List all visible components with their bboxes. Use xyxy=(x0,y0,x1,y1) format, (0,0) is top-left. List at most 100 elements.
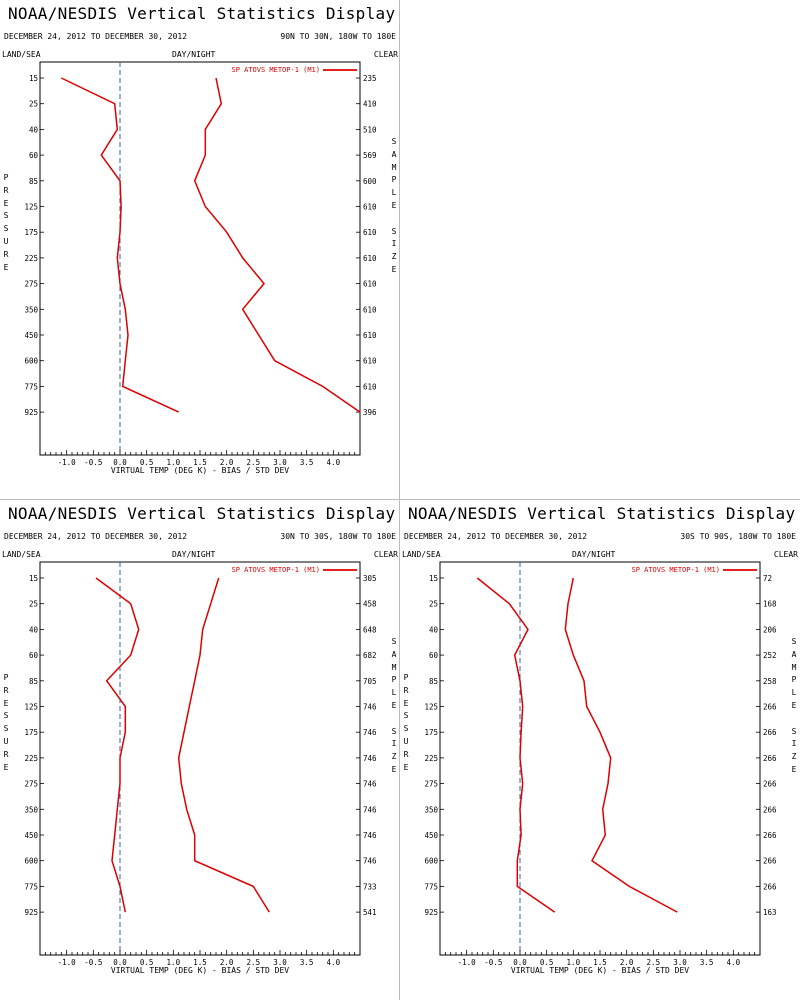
y-tick-label: 175 xyxy=(424,728,438,737)
x-tick-label: 3.5 xyxy=(700,958,714,967)
y-tick-label: 15 xyxy=(429,574,438,583)
sample-size-label: 266 xyxy=(763,805,777,814)
x-tick-label: -0.5 xyxy=(84,958,102,967)
x-tick-label: 4.0 xyxy=(327,458,341,467)
sample-size-label: 746 xyxy=(363,857,377,866)
sample-size-label: 258 xyxy=(763,677,777,686)
sample-size-label: 648 xyxy=(363,625,377,634)
sample-size-label: 410 xyxy=(363,100,377,109)
y-axis-label-pressure: P R E S S U R E xyxy=(3,173,9,272)
day-night-label: DAY/NIGHT xyxy=(172,50,216,59)
chart-svg: -1.0 -0.5 0.0 0.5 1.0 1.5 2.0 2.5 3.0 3.5 4.0 VIRTU… xyxy=(24,61,377,475)
x-tick-label: 0.5 xyxy=(140,958,154,967)
region-label: 90N TO 30N, 180W TO 180E xyxy=(280,32,396,41)
sample-size-label: 168 xyxy=(763,600,777,609)
y-tick-label: 60 xyxy=(29,151,39,160)
panel-title: NOAA/NESDIS Vertical Statistics Display xyxy=(408,504,796,523)
sample-size-label: 610 xyxy=(363,382,377,391)
sample-size-label: 746 xyxy=(363,805,377,814)
x-tick-label: 1.5 xyxy=(593,958,607,967)
y-tick-label: 85 xyxy=(29,677,38,686)
y-tick-label: 175 xyxy=(24,728,38,737)
y-tick-label: 225 xyxy=(424,754,438,763)
sample-size-label: 541 xyxy=(363,908,377,917)
series-line-std-dev xyxy=(177,577,270,913)
x-tick-label: 0.0 xyxy=(513,958,527,967)
chart-svg: -1.0 -0.5 0.0 0.5 1.0 1.5 2.0 2.5 3.0 3.5 4.0 VIRTU… xyxy=(24,561,377,975)
sample-size-label: 746 xyxy=(363,754,377,763)
x-tick-label: 0.0 xyxy=(113,458,127,467)
y-tick-label: 600 xyxy=(24,357,38,366)
y-tick-label: 925 xyxy=(24,908,38,917)
sample-size-label: 266 xyxy=(763,754,777,763)
y-tick-label: 350 xyxy=(424,805,438,814)
x-tick-label: 1.0 xyxy=(167,958,181,967)
y-tick-label: 775 xyxy=(24,882,38,891)
sample-size-label: 705 xyxy=(363,677,377,686)
legend-label: SP ATOVS METOP-1 (M1) xyxy=(631,566,720,574)
land-sea-label: LAND/SEA xyxy=(2,550,41,559)
sample-size-label: 266 xyxy=(763,857,777,866)
clear-label: CLEAR xyxy=(373,50,398,59)
sample-size-label: 610 xyxy=(363,203,377,212)
y-tick-label: 275 xyxy=(424,780,438,789)
x-tick-label: 3.0 xyxy=(273,458,287,467)
y-tick-label: 85 xyxy=(429,677,438,686)
sample-size-label: 569 xyxy=(363,151,377,160)
y-tick-label: 85 xyxy=(29,177,38,186)
plot-frame xyxy=(439,561,761,956)
sample-size-label: 266 xyxy=(763,780,777,789)
y-tick-label: 60 xyxy=(29,651,39,660)
sample-size-label: 510 xyxy=(363,125,377,134)
x-tick-label: 0.0 xyxy=(113,958,127,967)
land-sea-label: LAND/SEA xyxy=(2,50,41,59)
sample-size-label: 682 xyxy=(363,651,377,660)
clear-label: CLEAR xyxy=(373,550,398,559)
y-tick-label: 15 xyxy=(29,74,38,83)
x-tick-label: -1.0 xyxy=(58,958,77,967)
x-tick-label: 1.5 xyxy=(193,458,207,467)
y2-axis-label-sample-size: S A M P L E S I Z E xyxy=(391,137,397,274)
y-axis-label-pressure: P R E S S U R E xyxy=(3,673,9,772)
date-range: DECEMBER 24, 2012 TO DECEMBER 30, 2012 xyxy=(4,532,188,541)
x-tick-label: 1.0 xyxy=(567,958,581,967)
sample-size-label: 610 xyxy=(363,357,377,366)
x-tick-label: 0.5 xyxy=(540,958,554,967)
x-tick-label: 2.5 xyxy=(247,458,261,467)
y-tick-label: 925 xyxy=(424,908,438,917)
x-axis-label: VIRTUAL TEMP (DEG K) - BIAS / STD DEV xyxy=(511,966,689,975)
x-tick-label: 2.0 xyxy=(220,958,234,967)
y-tick-label: 275 xyxy=(24,780,38,789)
day-night-label: DAY/NIGHT xyxy=(172,550,216,559)
series-line-bias xyxy=(95,577,140,913)
y-tick-label: 225 xyxy=(24,754,38,763)
sample-size-label: 610 xyxy=(363,254,377,263)
sample-size-label: 163 xyxy=(763,908,777,917)
y-tick-label: 40 xyxy=(29,125,39,134)
y-tick-label: 25 xyxy=(29,100,38,109)
sample-size-label: 266 xyxy=(763,728,777,737)
y-tick-label: 600 xyxy=(424,857,438,866)
y-tick-label: 60 xyxy=(429,651,439,660)
y-tick-label: 125 xyxy=(24,203,38,212)
day-night-label: DAY/NIGHT xyxy=(572,550,616,559)
date-range: DECEMBER 24, 2012 TO DECEMBER 30, 2012 xyxy=(404,532,588,541)
x-tick-label: 3.5 xyxy=(300,958,314,967)
series-line-std-dev xyxy=(564,577,678,913)
y-tick-label: 40 xyxy=(29,625,39,634)
vertical-separator-top xyxy=(399,0,400,500)
y-tick-label: 350 xyxy=(24,805,38,814)
region-label: 30N TO 30S, 180W TO 180E xyxy=(280,532,396,541)
x-tick-label: 1.0 xyxy=(167,458,181,467)
x-tick-label: 3.0 xyxy=(673,958,687,967)
y-tick-label: 225 xyxy=(24,254,38,263)
y-tick-label: 450 xyxy=(24,831,38,840)
sample-size-label: 610 xyxy=(363,280,377,289)
sample-size-label: 266 xyxy=(763,831,777,840)
sample-size-label: 206 xyxy=(763,625,777,634)
x-tick-label: -0.5 xyxy=(484,958,502,967)
x-axis-label: VIRTUAL TEMP (DEG K) - BIAS / STD DEV xyxy=(111,966,289,975)
x-tick-label: 2.5 xyxy=(247,958,261,967)
x-tick-label: 4.0 xyxy=(727,958,741,967)
y-tick-label: 25 xyxy=(29,600,38,609)
